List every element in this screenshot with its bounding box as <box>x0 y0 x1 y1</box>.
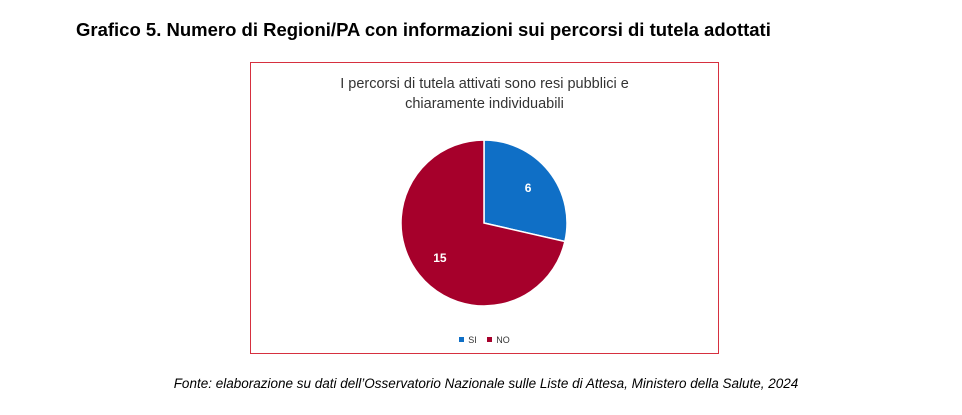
chart-container: I percorsi di tutela attivati sono resi … <box>250 62 719 354</box>
chart-title: I percorsi di tutela attivati sono resi … <box>251 74 718 114</box>
legend-label-si: SI <box>468 335 477 345</box>
legend-item-no: NO <box>487 335 510 345</box>
legend-swatch-no <box>487 337 493 342</box>
chart-legend: SI NO <box>251 335 718 345</box>
data-label-si: 6 <box>525 181 532 195</box>
pie-slice-si <box>483 139 568 243</box>
legend-swatch-si <box>459 337 465 342</box>
pie-chart: 6 15 <box>400 139 568 307</box>
data-label-no: 15 <box>433 251 447 265</box>
source-note: Fonte: elaborazione su dati dell’Osserva… <box>173 376 799 391</box>
pie-slice-no <box>400 139 566 307</box>
page-heading: Grafico 5. Numero di Regioni/PA con info… <box>76 19 771 40</box>
legend-item-si: SI <box>459 335 477 345</box>
legend-label-no: NO <box>496 335 510 345</box>
chart-title-line-1: I percorsi di tutela attivati sono resi … <box>340 76 629 92</box>
chart-title-line-2: chiaramente individuabili <box>405 96 564 112</box>
